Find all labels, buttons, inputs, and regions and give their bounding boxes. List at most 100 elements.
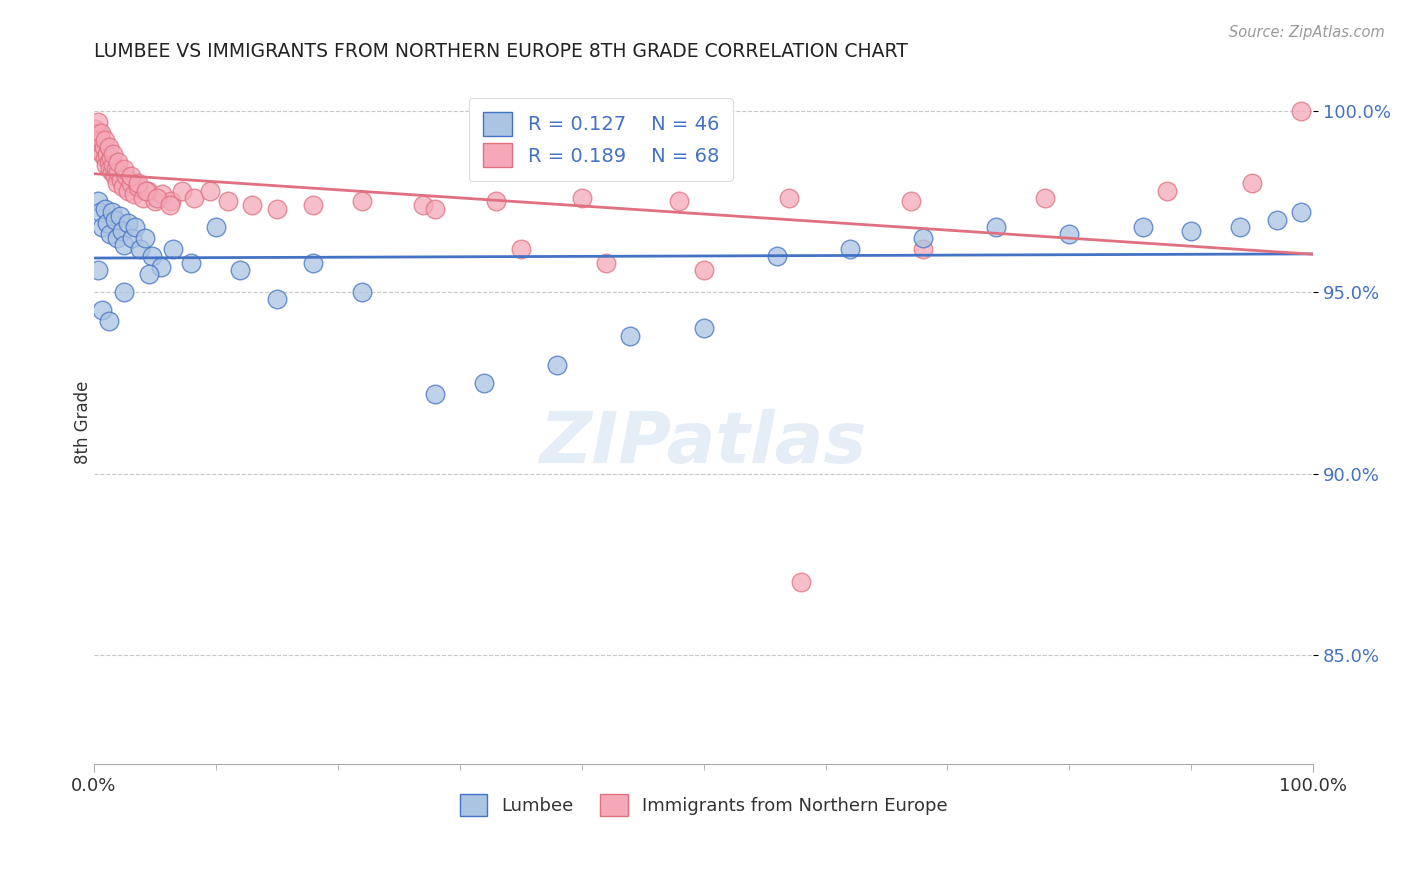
Point [302,256,325,270]
Point [425,386,447,401]
Point [86,114,108,128]
Point [112,285,135,300]
Point [86,263,108,277]
Point [546,358,568,372]
Point [1265,212,1288,227]
Point [141,249,163,263]
Point [111,223,134,237]
Point [117,216,139,230]
Point [93,140,115,154]
Point [98,227,121,241]
Point [1289,205,1312,219]
Point [1180,223,1202,237]
Point [100,151,122,165]
Point [101,165,124,179]
Point [242,198,264,212]
Point [1289,103,1312,118]
Point [104,161,127,176]
Point [108,209,131,223]
Point [571,191,593,205]
Point [1229,219,1251,234]
Point [790,575,813,590]
Point [90,133,112,147]
Point [98,161,121,176]
Point [138,267,160,281]
Point [900,194,922,209]
Point [150,187,173,202]
Point [124,219,146,234]
Point [352,285,374,300]
Point [112,161,135,176]
Point [143,194,166,209]
Point [94,202,117,216]
Point [472,376,495,390]
Point [86,129,108,144]
Point [180,256,202,270]
Point [86,194,108,209]
Point [229,263,252,277]
Text: ZIPatlas: ZIPatlas [540,409,868,478]
Point [668,194,690,209]
Point [692,263,714,277]
Point [183,191,205,205]
Point [104,169,127,183]
Point [89,205,111,219]
Point [127,180,149,194]
Point [1241,177,1264,191]
Point [91,219,114,234]
Point [162,242,184,256]
Point [96,147,118,161]
Point [266,293,288,307]
Point [1156,184,1178,198]
Point [94,151,117,165]
Point [97,140,120,154]
Point [778,191,800,205]
Point [120,177,142,191]
Point [101,205,124,219]
Point [122,187,145,202]
Point [1059,227,1081,241]
Point [107,165,129,179]
Point [87,126,110,140]
Point [114,169,136,183]
Point [105,231,128,245]
Point [1132,219,1154,234]
Point [120,169,142,183]
Point [509,242,531,256]
Point [135,184,157,198]
Point [97,314,120,328]
Point [91,303,114,318]
Point [103,147,125,161]
Point [103,158,125,172]
Point [129,242,152,256]
Point [150,260,173,274]
Point [94,133,117,147]
Point [412,198,434,212]
Point [131,191,153,205]
Point [136,184,159,198]
Y-axis label: 8th Grade: 8th Grade [75,381,91,465]
Point [97,154,120,169]
Point [198,184,221,198]
Point [89,144,111,158]
Point [91,147,114,161]
Point [117,184,139,198]
Point [104,212,127,227]
Point [84,122,107,136]
Point [170,184,193,198]
Point [425,202,447,216]
Point [595,256,617,270]
Point [96,216,118,230]
Text: Source: ZipAtlas.com: Source: ZipAtlas.com [1229,25,1385,40]
Point [159,198,181,212]
Point [112,180,135,194]
Point [205,219,228,234]
Point [110,172,132,186]
Point [217,194,239,209]
Point [134,231,156,245]
Point [302,198,325,212]
Point [105,177,128,191]
Point [838,242,860,256]
Point [159,194,181,209]
Point [1033,191,1056,205]
